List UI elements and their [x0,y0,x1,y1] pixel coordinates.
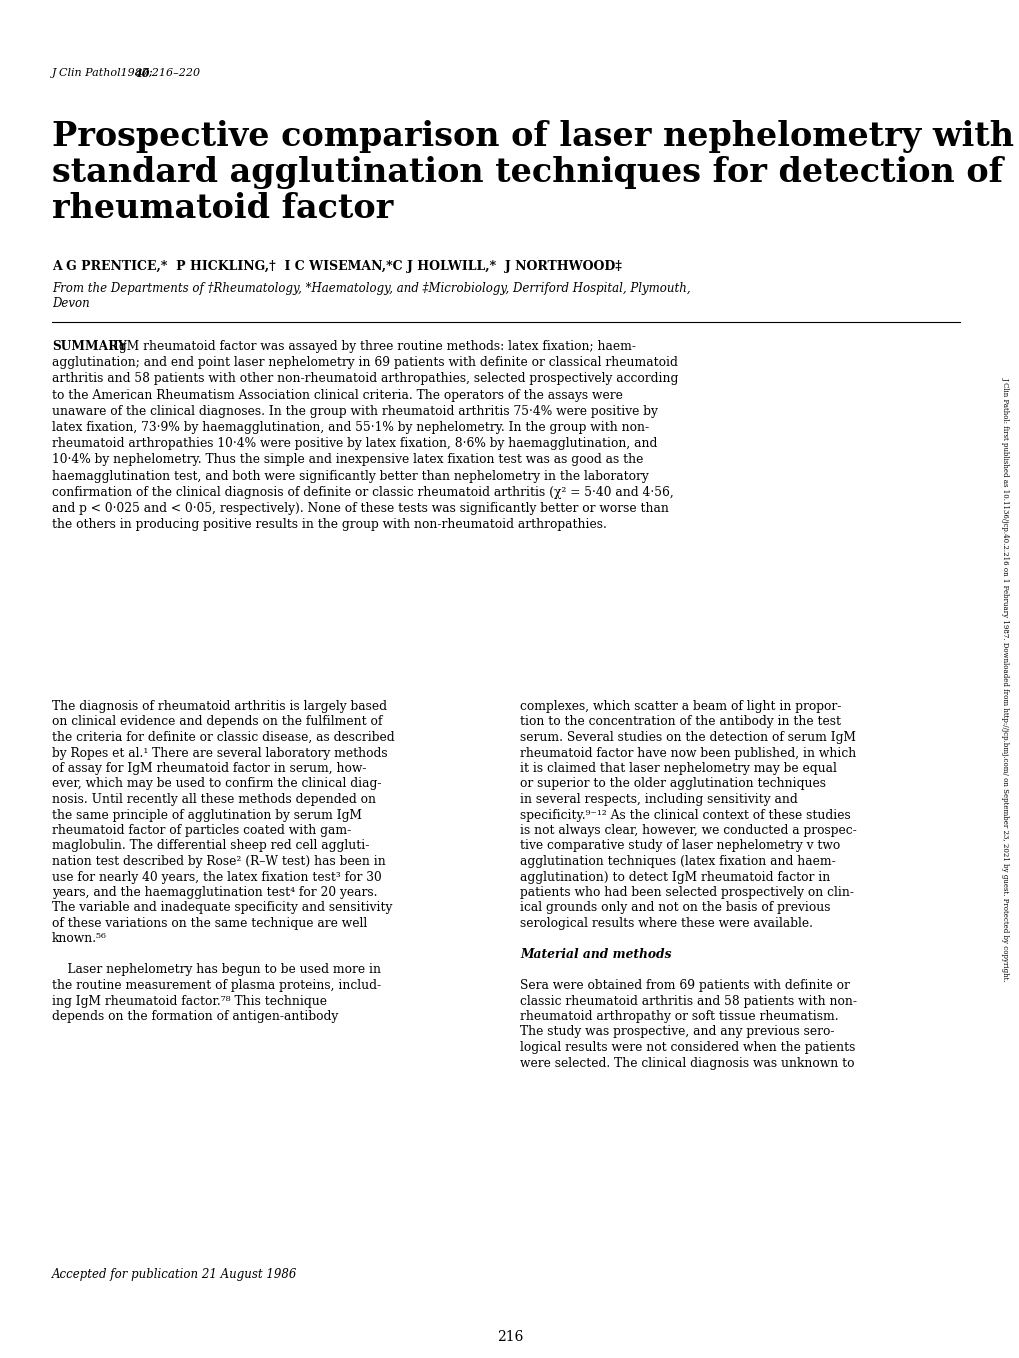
Text: serum. Several studies on the detection of serum IgM: serum. Several studies on the detection … [520,731,855,744]
Text: of these variations on the same technique are well: of these variations on the same techniqu… [52,917,367,930]
Text: the routine measurement of plasma proteins, includ-: the routine measurement of plasma protei… [52,979,381,991]
Text: SUMMARY: SUMMARY [52,340,126,353]
Text: maglobulin. The differential sheep red cell aggluti-: maglobulin. The differential sheep red c… [52,839,369,853]
Text: The variable and inadequate specificity and sensitivity: The variable and inadequate specificity … [52,902,392,914]
Text: logical results were not considered when the patients: logical results were not considered when… [520,1042,855,1054]
Text: Laser nephelometry has begun to be used more in: Laser nephelometry has begun to be used … [52,963,381,976]
Text: Sera were obtained from 69 patients with definite or: Sera were obtained from 69 patients with… [520,979,849,991]
Text: 1987;: 1987; [117,68,153,77]
Text: years, and the haemagglutination test⁴ for 20 years.: years, and the haemagglutination test⁴ f… [52,885,377,899]
Text: J Clin Pathol: first published as 10.1136/jcp.40.2.216 on 1 February 1987. Downl: J Clin Pathol: first published as 10.113… [1001,376,1009,982]
Text: rheumatoid arthropathies 10·4% were positive by latex fixation, 8·6% by haemaggl: rheumatoid arthropathies 10·4% were posi… [52,437,656,451]
Text: depends on the formation of antigen-antibody: depends on the formation of antigen-anti… [52,1010,338,1023]
Text: were selected. The clinical diagnosis was unknown to: were selected. The clinical diagnosis wa… [520,1057,854,1070]
Text: agglutination techniques (latex fixation and haem-: agglutination techniques (latex fixation… [520,856,835,868]
Text: complexes, which scatter a beam of light in propor-: complexes, which scatter a beam of light… [520,699,841,713]
Text: nosis. Until recently all these methods depended on: nosis. Until recently all these methods … [52,793,376,807]
Text: or superior to the older agglutination techniques: or superior to the older agglutination t… [520,778,825,790]
Text: rheumatoid factor: rheumatoid factor [52,191,393,225]
Text: ever, which may be used to confirm the clinical diag-: ever, which may be used to confirm the c… [52,778,381,790]
Text: the same principle of agglutination by serum IgM: the same principle of agglutination by s… [52,808,362,822]
Text: The study was prospective, and any previous sero-: The study was prospective, and any previ… [520,1025,834,1039]
Text: agglutination) to detect IgM rheumatoid factor in: agglutination) to detect IgM rheumatoid … [520,870,829,884]
Text: nation test described by Rose² (R–W test) has been in: nation test described by Rose² (R–W test… [52,856,385,868]
Text: known.⁵⁶: known.⁵⁶ [52,933,107,945]
Text: Material and methods: Material and methods [520,948,671,961]
Text: patients who had been selected prospectively on clin-: patients who had been selected prospecti… [520,885,853,899]
Text: is not always clear, however, we conducted a prospec-: is not always clear, however, we conduct… [520,824,856,837]
Text: in several respects, including sensitivity and: in several respects, including sensitivi… [520,793,797,807]
Text: rheumatoid factor have now been published, in which: rheumatoid factor have now been publishe… [520,747,855,759]
Text: Accepted for publication 21 August 1986: Accepted for publication 21 August 1986 [52,1268,298,1281]
Text: confirmation of the clinical diagnosis of definite or classic rheumatoid arthrit: confirmation of the clinical diagnosis o… [52,486,674,498]
Text: :216–220: :216–220 [148,68,200,77]
Text: to the American Rheumatism Association clinical criteria. The operators of the a: to the American Rheumatism Association c… [52,388,623,402]
Text: standard agglutination techniques for detection of: standard agglutination techniques for de… [52,156,1002,189]
Text: Devon: Devon [52,297,90,310]
Text: rheumatoid factor of particles coated with gam-: rheumatoid factor of particles coated wi… [52,824,351,837]
Text: use for nearly 40 years, the latex fixation test³ for 30: use for nearly 40 years, the latex fixat… [52,870,381,884]
Text: the criteria for definite or classic disease, as described: the criteria for definite or classic dis… [52,731,394,744]
Text: Prospective comparison of laser nephelometry with: Prospective comparison of laser nephelom… [52,120,1013,153]
Text: agglutination; and end point laser nephelometry in 69 patients with definite or : agglutination; and end point laser nephe… [52,356,678,369]
Text: rheumatoid arthropathy or soft tissue rheumatism.: rheumatoid arthropathy or soft tissue rh… [520,1010,838,1023]
Text: From the Departments of †Rheumatology, *Haematology, and ‡Microbiology, Derrifor: From the Departments of †Rheumatology, *… [52,282,690,295]
Text: 10·4% by nephelometry. Thus the simple and inexpensive latex fixation test was a: 10·4% by nephelometry. Thus the simple a… [52,454,643,466]
Text: haemagglutination test, and both were significantly better than nephelometry in : haemagglutination test, and both were si… [52,470,648,482]
Text: J Clin Pathol: J Clin Pathol [52,68,121,77]
Text: tion to the concentration of the antibody in the test: tion to the concentration of the antibod… [520,716,841,728]
Text: unaware of the clinical diagnoses. In the group with rheumatoid arthritis 75·4% : unaware of the clinical diagnoses. In th… [52,405,657,418]
Text: ical grounds only and not on the basis of previous: ical grounds only and not on the basis o… [520,902,829,914]
Text: A G PRENTICE,*  P HICKLING,†  I C WISEMAN,*C J HOLWILL,*  J NORTHWOOD‡: A G PRENTICE,* P HICKLING,† I C WISEMAN,… [52,259,622,273]
Text: classic rheumatoid arthritis and 58 patients with non-: classic rheumatoid arthritis and 58 pati… [520,994,856,1008]
Text: serological results where these were available.: serological results where these were ava… [520,917,812,930]
Text: IgM rheumatoid factor was assayed by three routine methods: latex fixation; haem: IgM rheumatoid factor was assayed by thr… [114,340,636,353]
Text: 40: 40 [135,68,151,79]
Text: of assay for IgM rheumatoid factor in serum, how-: of assay for IgM rheumatoid factor in se… [52,762,366,775]
Text: tive comparative study of laser nephelometry v two: tive comparative study of laser nephelom… [520,839,840,853]
Text: 216: 216 [496,1329,523,1344]
Text: the others in producing positive results in the group with non-rheumatoid arthro: the others in producing positive results… [52,519,606,531]
Text: by Ropes et al.¹ There are several laboratory methods: by Ropes et al.¹ There are several labor… [52,747,387,759]
Text: The diagnosis of rheumatoid arthritis is largely based: The diagnosis of rheumatoid arthritis is… [52,699,386,713]
Text: specificity.⁹⁻¹² As the clinical context of these studies: specificity.⁹⁻¹² As the clinical context… [520,808,850,822]
Text: ing IgM rheumatoid factor.⁷⁸ This technique: ing IgM rheumatoid factor.⁷⁸ This techni… [52,994,327,1008]
Text: on clinical evidence and depends on the fulfilment of: on clinical evidence and depends on the … [52,716,382,728]
Text: it is claimed that laser nephelometry may be equal: it is claimed that laser nephelometry ma… [520,762,836,775]
Text: arthritis and 58 patients with other non-rheumatoid arthropathies, selected pros: arthritis and 58 patients with other non… [52,372,678,386]
Text: and p < 0·025 and < 0·05, respectively). None of these tests was significantly b: and p < 0·025 and < 0·05, respectively).… [52,502,668,515]
Text: latex fixation, 73·9% by haemagglutination, and 55·1% by nephelometry. In the gr: latex fixation, 73·9% by haemagglutinati… [52,421,648,435]
